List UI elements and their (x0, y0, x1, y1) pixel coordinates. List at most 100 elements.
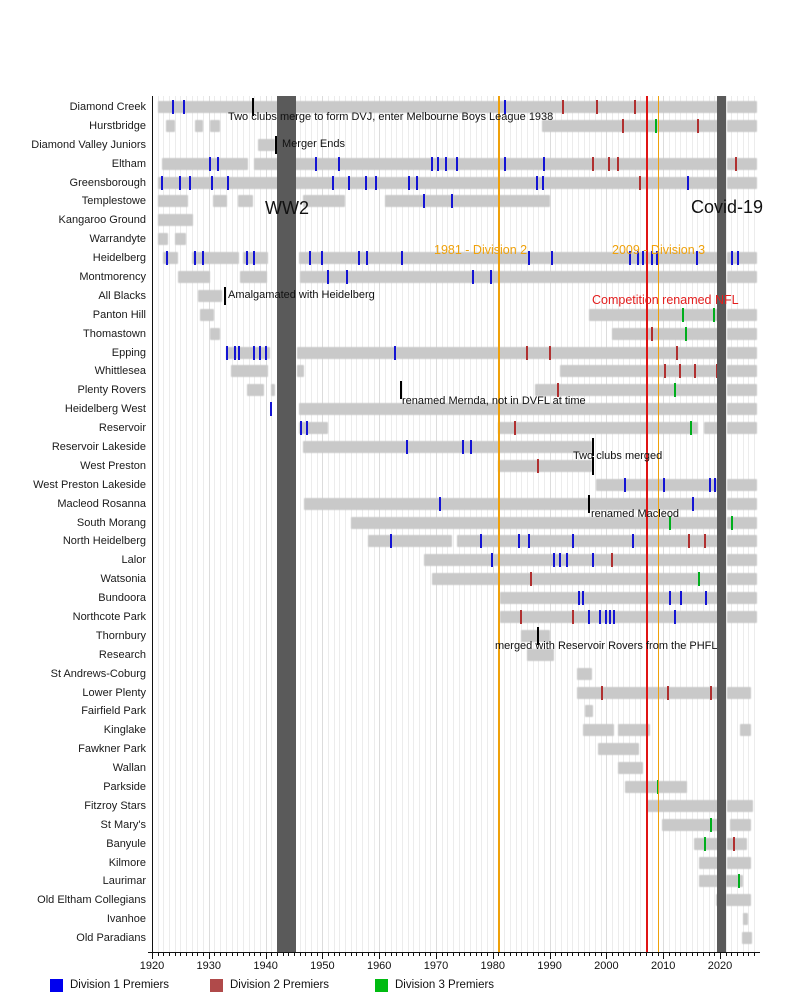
x-axis-tick (237, 953, 239, 956)
timeline-bar-segment (258, 138, 275, 151)
timeline-bar-segment (577, 686, 722, 699)
premiership-tick-d3 (685, 326, 688, 341)
legend-label-division-2: Division 2 Premiers (230, 979, 330, 991)
premiership-tick-d2 (678, 364, 681, 379)
annotation: WW2 (265, 198, 309, 219)
premiership-tick-d1 (471, 270, 474, 284)
premiership-tick-d1 (490, 270, 493, 284)
premiership-tick-d1 (178, 175, 181, 190)
annotation: 2009 - Division 3 (612, 242, 706, 257)
grid-line (242, 96, 244, 952)
timeline-bar-segment (726, 592, 757, 605)
timeline-bar-segment (742, 913, 749, 926)
event-note-tick (536, 626, 539, 645)
x-axis-tick (203, 953, 205, 956)
x-axis-tick (612, 953, 614, 956)
grid-line (225, 96, 227, 952)
premiership-tick-d1 (642, 251, 645, 266)
x-axis-label: 2020 (707, 960, 733, 972)
grid-line (299, 96, 301, 952)
timeline-bar-segment (157, 176, 722, 189)
row-label: St Mary's (100, 818, 147, 831)
x-axis-tick (379, 953, 381, 959)
x-axis-label: 2010 (650, 960, 676, 972)
premiership-tick-d1 (629, 251, 632, 266)
x-axis-tick (152, 953, 153, 959)
x-axis-tick (350, 953, 352, 956)
x-axis-tick (441, 953, 443, 956)
row-label: North Heidelberg (62, 535, 146, 548)
x-axis-tick (521, 953, 523, 956)
premiership-tick-d1 (308, 251, 311, 266)
division-2-swatch (210, 979, 223, 992)
premiership-tick-d1 (623, 477, 626, 492)
x-axis-tick (367, 953, 369, 956)
premiership-tick-d1 (389, 534, 392, 549)
premiership-tick-d3 (697, 572, 700, 587)
grid-line (197, 96, 199, 952)
premiership-tick-d2 (687, 534, 690, 549)
division-3-swatch (375, 979, 388, 992)
premiership-tick-d1 (208, 156, 211, 171)
timeline-bar-segment (297, 346, 722, 359)
premiership-tick-d1 (737, 251, 740, 266)
x-axis-tick (725, 953, 727, 956)
timeline-bar-segment (299, 252, 722, 265)
premiership-tick-d2 (571, 610, 574, 625)
timeline-bar-segment (726, 308, 757, 321)
row-label: Hurstbridge (89, 119, 146, 132)
x-axis-tick (225, 953, 227, 956)
timeline-bar-segment (726, 384, 757, 397)
timeline-bar-segment (191, 252, 240, 265)
premiership-tick-d1 (731, 251, 734, 266)
x-axis-label: 1930 (196, 960, 222, 972)
x-axis-tick (708, 953, 710, 956)
x-axis-tick (464, 953, 466, 956)
x-axis-tick (191, 953, 193, 956)
premiership-tick-d1 (686, 175, 689, 190)
timeline-bar-segment (726, 535, 757, 548)
x-axis-tick (538, 953, 540, 956)
x-axis-tick (714, 953, 716, 956)
annotation: Covid-19 (690, 197, 764, 218)
event-note-tick (592, 456, 595, 475)
premiership-tick-d1 (550, 251, 553, 266)
x-axis-tick (242, 953, 244, 956)
timeline-bar-segment (225, 346, 271, 359)
x-axis-tick (424, 953, 426, 956)
event-note-tick (251, 98, 254, 116)
premiership-tick-d2 (651, 326, 654, 341)
premiership-tick-d1 (679, 591, 682, 606)
row-label: Lalor (121, 554, 146, 567)
timeline-bar-segment (175, 233, 186, 246)
grid-line (259, 96, 261, 952)
premiership-tick-d1 (161, 175, 164, 190)
grid-line (248, 96, 250, 952)
premiership-tick-d1 (393, 345, 396, 360)
x-axis-tick (271, 953, 273, 956)
premiership-tick-d2 (733, 836, 736, 851)
x-axis-tick (566, 953, 568, 956)
premiership-tick-d1 (436, 156, 439, 171)
row-label: Old Paradians (76, 932, 146, 945)
premiership-tick-d1 (491, 553, 494, 568)
premiership-tick-d1 (553, 553, 556, 568)
x-axis-tick (543, 953, 545, 956)
x-axis-tick (702, 953, 704, 956)
premiership-tick-d2 (530, 572, 533, 587)
premiership-tick-d2 (591, 156, 594, 171)
timeline-bar-segment (178, 271, 210, 283)
premiership-tick-d2 (526, 345, 529, 360)
row-label: Kinglake (103, 724, 146, 737)
timeline-bar-segment (166, 119, 176, 132)
x-axis-tick (668, 953, 670, 956)
timeline-bar-segment (698, 875, 722, 888)
premiership-tick-d1 (456, 156, 459, 171)
timeline-bar-segment (647, 799, 722, 812)
x-axis-tick (384, 953, 386, 956)
premiership-tick-d2 (561, 100, 564, 114)
timeline-bar-segment (212, 195, 227, 208)
timeline-bar-segment (299, 403, 722, 416)
row-label: Old Eltham Collegians (37, 894, 146, 907)
